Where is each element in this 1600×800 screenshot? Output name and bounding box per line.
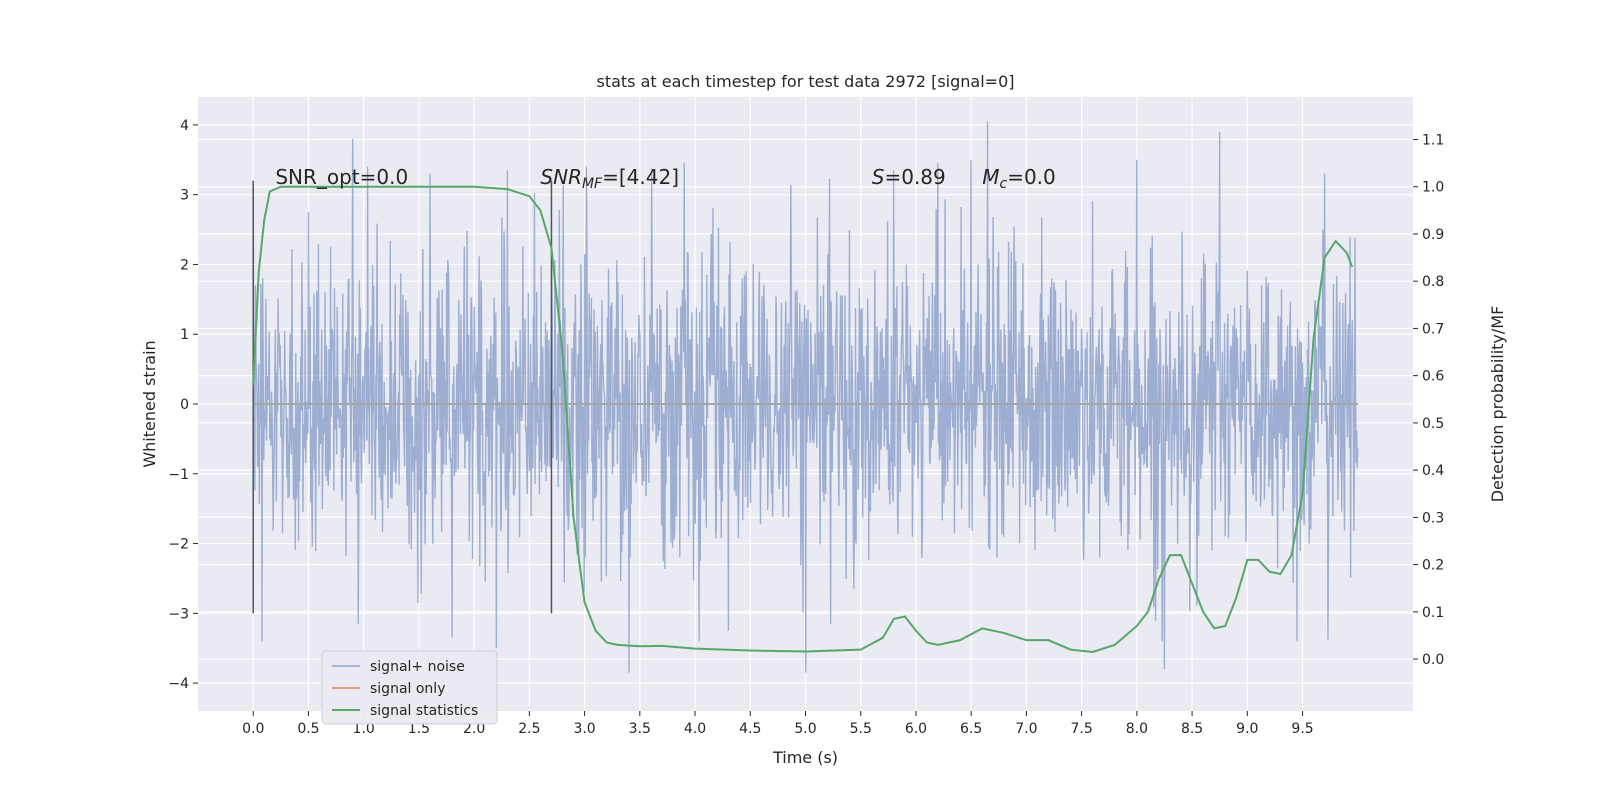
y2-tick-label: 0.3 (1422, 510, 1444, 526)
signal-statistics-line (252, 185, 1354, 653)
x-tick-label: 7.0 (1015, 721, 1037, 737)
legend-box (321, 650, 498, 725)
x-tick-label: 3.5 (629, 721, 651, 737)
chart-title: stats at each timestep for test data 297… (596, 72, 1014, 91)
y2-tick-label: 0.8 (1422, 274, 1444, 290)
y2-axis-label: Detection probability/MF (1488, 306, 1507, 503)
x-tick-label: 2.5 (518, 721, 540, 737)
legend-entry: signal statistics (370, 703, 478, 719)
x-tick-label: 0.0 (242, 721, 264, 737)
annotation: SNRMF=[4.42] (540, 165, 679, 192)
x-tick-label: 9.5 (1291, 721, 1313, 737)
y-tick-label: −4 (168, 676, 189, 692)
x-tick-label: 0.5 (297, 721, 319, 737)
x-tick-label: 4.0 (684, 721, 706, 737)
y-tick-label: 4 (180, 118, 189, 134)
y2-tick-label: 0.7 (1422, 321, 1444, 337)
x-tick-label: 8.5 (1181, 721, 1203, 737)
y-tick-label: 1 (180, 327, 189, 343)
y2-tick-label: 1.0 (1422, 180, 1444, 196)
legend-entry: signal only (370, 681, 445, 697)
y-axis-label: Whitened strain (140, 340, 159, 467)
annotations: SNR_opt=0.0 SNRMF=[4.42] S=0.89 Mc=0.0 (275, 165, 1055, 192)
annotation: SNR_opt=0.0 (275, 165, 408, 189)
y-tick-label: −2 (168, 537, 189, 553)
x-tick-label: 5.5 (850, 721, 872, 737)
x-tick-label: 9.0 (1236, 721, 1258, 737)
y2-tick-label: 0.4 (1422, 463, 1444, 479)
x-tick-label: 8.0 (1126, 721, 1148, 737)
y2-tick-label: 0.6 (1422, 369, 1444, 385)
y-tick-label: 0 (180, 397, 189, 413)
x-tick-label: 3.0 (573, 721, 595, 737)
y2-tick-label: 1.1 (1422, 133, 1444, 149)
y-tick-label: −1 (168, 467, 189, 483)
y2-tick-label: 0.1 (1422, 605, 1444, 621)
x-tick-label: 2.0 (463, 721, 485, 737)
annotation: Mc=0.0 (982, 165, 1056, 192)
x-tick-label: 1.5 (408, 721, 430, 737)
y-tick-label: −3 (168, 606, 189, 622)
x-tick-label: 1.0 (353, 721, 375, 737)
x-tick-label: 5.0 (794, 721, 816, 737)
y2-tick-label: 0.5 (1422, 416, 1444, 432)
annotation: S=0.89 (872, 165, 946, 189)
x-tick-label: 4.5 (739, 721, 761, 737)
x-tick-label: 6.5 (960, 721, 982, 737)
y2-tick-label: 0.9 (1422, 227, 1444, 243)
legend: signal+ noise signal only signal statistic… (321, 650, 498, 725)
y-tick-label: 2 (180, 257, 189, 273)
ticks: 0.0 0.5 1.0 1.5 2.0 2.5 3.0 3.5 4.0 4.5 5.0 5.5 6.0 6… (168, 118, 1444, 737)
y2-tick-label: 0.0 (1422, 652, 1444, 668)
legend-entry: signal+ noise (370, 659, 465, 675)
x-tick-label: 6.0 (905, 721, 927, 737)
x-axis-label: Time (s) (772, 748, 838, 767)
y-tick-label: 3 (180, 188, 189, 204)
series-signal-statistics (252, 185, 1354, 653)
y2-tick-label: 0.2 (1422, 558, 1444, 574)
x-tick-label: 7.5 (1071, 721, 1093, 737)
